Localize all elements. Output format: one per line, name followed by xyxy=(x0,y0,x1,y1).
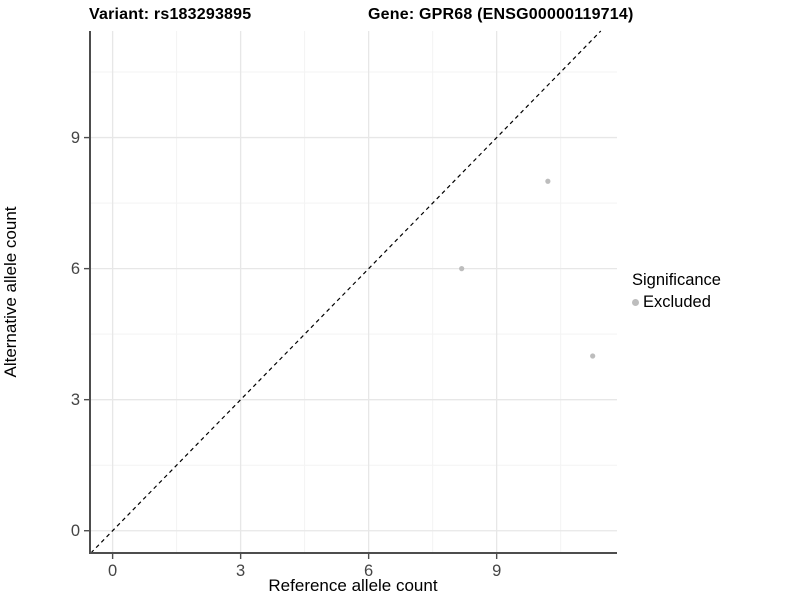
legend: Significance Excluded xyxy=(632,271,721,312)
plot-title-gene: Gene: GPR68 (ENSG00000119714) xyxy=(368,6,634,23)
x-tick-label: 9 xyxy=(492,562,501,580)
y-tick-label: 0 xyxy=(71,522,80,540)
x-tick-label: 0 xyxy=(108,562,117,580)
legend-item-excluded: Excluded xyxy=(632,293,721,312)
legend-point-icon xyxy=(632,299,639,306)
x-axis-label: Reference allele count xyxy=(268,576,438,595)
y-tick-label: 3 xyxy=(71,391,80,409)
data-point xyxy=(545,178,551,184)
x-tick-label: 3 xyxy=(236,562,245,580)
legend-title: Significance xyxy=(632,271,721,289)
x-tick-label: 6 xyxy=(364,562,373,580)
identity-line xyxy=(90,30,602,554)
legend-item-label: Excluded xyxy=(643,293,711,311)
plot-title-variant: Variant: rs183293895 xyxy=(89,6,252,23)
y-axis-label: Alternative allele count xyxy=(1,206,20,378)
y-tick-label: 6 xyxy=(71,260,80,278)
data-point xyxy=(590,353,596,359)
y-tick-label: 9 xyxy=(71,129,80,147)
data-point xyxy=(459,266,465,272)
